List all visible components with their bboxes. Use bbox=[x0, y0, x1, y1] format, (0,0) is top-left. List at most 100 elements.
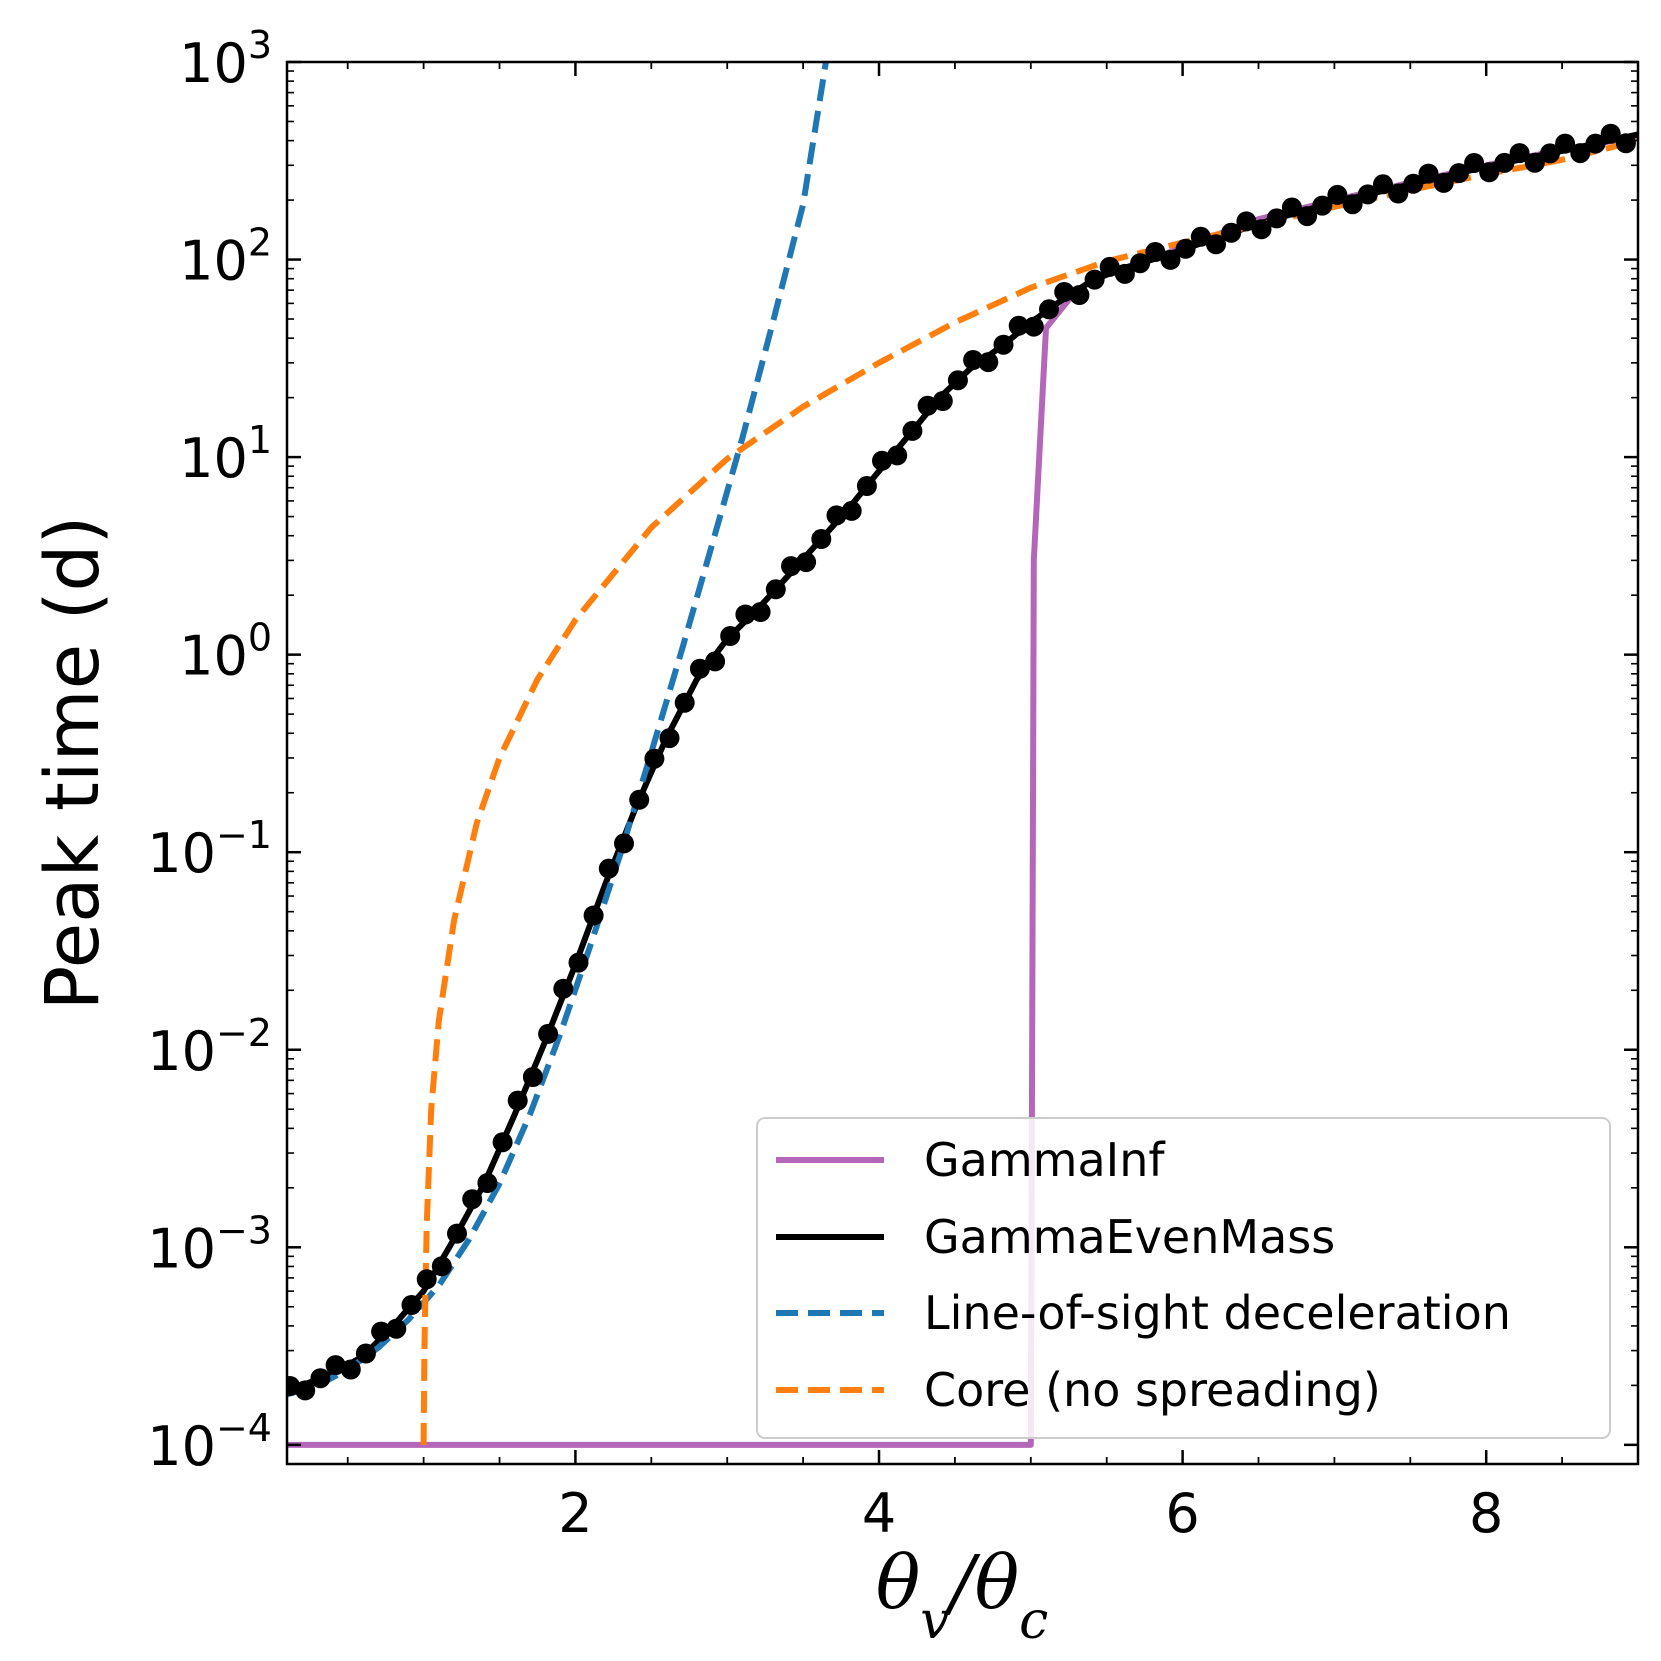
gammaevenmass-marker bbox=[629, 789, 650, 810]
gammaevenmass-marker bbox=[477, 1173, 498, 1193]
gammaevenmass-marker bbox=[371, 1321, 392, 1342]
gammaevenmass-marker bbox=[963, 350, 984, 370]
gammaevenmass-marker bbox=[841, 500, 862, 521]
gammaevenmass-marker bbox=[1069, 285, 1090, 305]
gammaevenmass-marker bbox=[386, 1318, 407, 1339]
gammaevenmass-marker bbox=[932, 391, 953, 411]
gammaevenmass-marker bbox=[1039, 299, 1059, 320]
gammaevenmass-marker bbox=[720, 626, 741, 646]
legend-box bbox=[756, 1117, 1611, 1439]
gammaevenmass-marker bbox=[1479, 162, 1500, 183]
gammaevenmass-marker bbox=[1008, 315, 1029, 336]
gammaevenmass-marker bbox=[416, 1269, 437, 1290]
gammaevenmass-marker bbox=[1494, 152, 1515, 173]
gammaevenmass-marker bbox=[1251, 219, 1272, 240]
gammaevenmass-marker bbox=[614, 833, 634, 854]
gammaevenmass-marker bbox=[856, 476, 877, 496]
gammaevenmass-marker bbox=[1418, 163, 1439, 184]
gammaevenmass-marker bbox=[1084, 269, 1105, 290]
gammaevenmass-marker bbox=[1130, 253, 1151, 274]
gammaevenmass-marker bbox=[689, 658, 710, 679]
gammaevenmass-marker bbox=[598, 858, 619, 879]
gammaevenmass-marker bbox=[1206, 234, 1226, 255]
gammaevenmass-marker bbox=[1540, 143, 1560, 164]
gammaevenmass-marker bbox=[735, 604, 756, 625]
gammaevenmass-marker bbox=[1160, 249, 1181, 270]
series-line-of-sight bbox=[287, 62, 829, 1398]
gammaevenmass-marker bbox=[781, 556, 801, 577]
gammaevenmass-marker bbox=[1114, 263, 1135, 284]
gammaevenmass-marker bbox=[1373, 174, 1393, 195]
x-tick-label: 8 bbox=[1469, 1482, 1503, 1545]
gammaevenmass-marker bbox=[917, 395, 938, 416]
gammaevenmass-marker bbox=[1175, 238, 1196, 259]
legend-label-gammainf: GammaInf bbox=[924, 1133, 1166, 1187]
gammaevenmass-marker bbox=[1145, 242, 1166, 262]
gammaevenmass-marker bbox=[492, 1132, 513, 1153]
gammaevenmass-marker bbox=[1236, 211, 1257, 232]
gammaevenmass-marker bbox=[902, 420, 923, 441]
gammaevenmass-marker bbox=[1266, 208, 1287, 229]
gammaevenmass-marker bbox=[1388, 183, 1409, 204]
gammaevenmass-marker bbox=[401, 1295, 422, 1315]
y-tick-label: 102 bbox=[179, 221, 272, 293]
gammaevenmass-marker bbox=[462, 1189, 483, 1210]
legend-label-line-of-sight: Line-of-sight deceleration bbox=[924, 1286, 1511, 1340]
gammaevenmass-marker bbox=[355, 1343, 376, 1364]
ticks-layer: 2 4 6 8 10−4 10−3 10−2 10−1 100 101 102 103 bbox=[147, 23, 1639, 1545]
gammaevenmass-marker bbox=[1524, 152, 1545, 173]
gammaevenmass-marker bbox=[310, 1368, 331, 1389]
gammaevenmass-marker bbox=[1555, 133, 1576, 154]
x-axis-title: θv/θc bbox=[876, 1540, 1049, 1651]
x-tick-label: 4 bbox=[862, 1482, 896, 1545]
series-layer bbox=[287, 62, 1638, 1448]
gammaevenmass-marker bbox=[765, 579, 786, 600]
y-tick-label: 10−4 bbox=[147, 1406, 272, 1478]
gammaevenmass-marker bbox=[1190, 226, 1211, 247]
y-tick-label: 10−3 bbox=[147, 1208, 272, 1280]
gammaevenmass-marker bbox=[295, 1380, 316, 1401]
series-core bbox=[420, 137, 1638, 1445]
gammaevenmass-marker bbox=[1433, 172, 1454, 193]
y-axis-title: Peak time (d) bbox=[30, 516, 116, 1011]
gammaevenmass-marker bbox=[1615, 133, 1636, 154]
gammaevenmass-marker bbox=[1403, 173, 1424, 194]
gammaevenmass-marker bbox=[1281, 197, 1302, 218]
y-tick-label: 10−1 bbox=[147, 813, 272, 885]
gammaevenmass-marker bbox=[1023, 316, 1044, 337]
gammaevenmass-marker bbox=[674, 692, 695, 713]
gammaevenmass-marker bbox=[325, 1355, 346, 1376]
y-tick-label: 101 bbox=[179, 418, 272, 490]
legend-label-core: Core (no spreading) bbox=[924, 1363, 1381, 1417]
gammaevenmass-marker bbox=[887, 445, 908, 466]
gammaevenmass-marker bbox=[583, 905, 604, 926]
gammaevenmass-marker bbox=[872, 450, 892, 471]
gammaevenmass-marker bbox=[1342, 194, 1363, 215]
gammaevenmass-marker bbox=[553, 978, 574, 999]
gammaevenmass-marker bbox=[431, 1256, 452, 1277]
x-tick-label: 6 bbox=[1165, 1482, 1199, 1545]
gammaevenmass-marker bbox=[1585, 133, 1606, 154]
gammaevenmass-marker bbox=[644, 748, 665, 769]
gammaevenmass-marker bbox=[1221, 222, 1242, 243]
gammaevenmass-marker bbox=[1600, 123, 1621, 144]
gammaevenmass-marker bbox=[978, 352, 999, 373]
gammaevenmass-marker bbox=[538, 1023, 559, 1044]
gammaevenmass-marker bbox=[1357, 184, 1378, 205]
gammaevenmass-marker bbox=[1312, 195, 1333, 216]
gammaevenmass-marker bbox=[1509, 143, 1530, 164]
gammaevenmass-marker bbox=[1464, 153, 1485, 173]
gammaevenmass-marker bbox=[1099, 256, 1120, 277]
y-tick-label: 10−2 bbox=[147, 1011, 272, 1083]
gammaevenmass-marker bbox=[1327, 184, 1348, 205]
gammaevenmass-marker bbox=[1297, 206, 1318, 227]
y-tick-label: 100 bbox=[179, 616, 272, 688]
legend-label-gammaevenmass: GammaEvenMass bbox=[924, 1210, 1335, 1264]
gammaevenmass-marker bbox=[947, 370, 968, 391]
gammaevenmass-marker bbox=[1448, 163, 1469, 184]
gammaevenmass-marker bbox=[447, 1223, 467, 1244]
gammaevenmass-marker bbox=[826, 505, 847, 526]
gammaevenmass-marker bbox=[705, 651, 726, 672]
gammaevenmass-marker bbox=[993, 334, 1014, 355]
